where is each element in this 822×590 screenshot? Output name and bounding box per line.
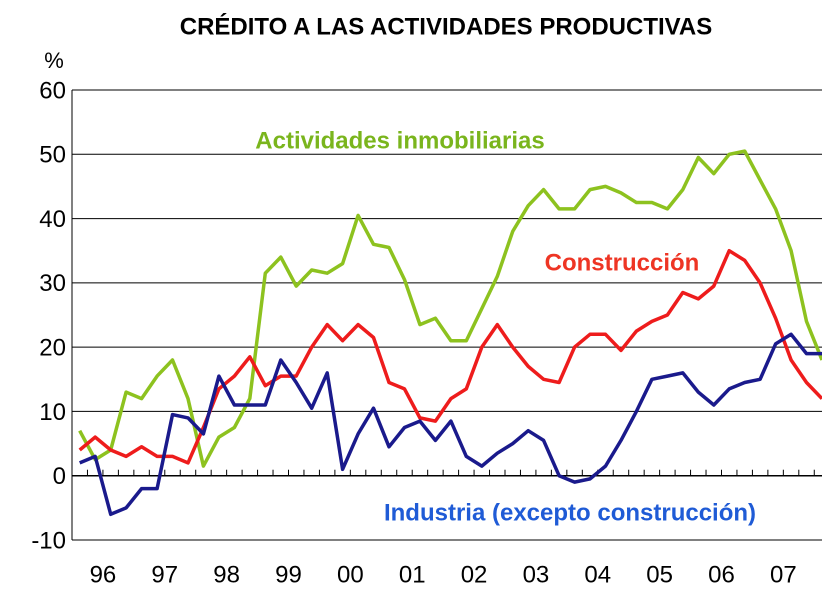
y-tick-label: 50 bbox=[39, 142, 66, 169]
y-tick-label: 60 bbox=[39, 77, 66, 104]
series-label: Industria (excepto construcción) bbox=[384, 499, 756, 526]
x-tick-label: 05 bbox=[646, 561, 673, 588]
y-tick-label: 40 bbox=[39, 206, 66, 233]
y-tick-label: 10 bbox=[39, 399, 66, 426]
x-tick-label: 99 bbox=[275, 561, 302, 588]
data-line bbox=[78, 149, 822, 468]
series-label: Construcción bbox=[545, 249, 700, 276]
x-tick-label: 07 bbox=[770, 561, 797, 588]
x-tick-label: 04 bbox=[584, 561, 611, 588]
x-tick-label: 98 bbox=[213, 561, 240, 588]
x-tick-label: 00 bbox=[337, 561, 364, 588]
x-tick-label: 01 bbox=[399, 561, 426, 588]
x-tick-label: 06 bbox=[708, 561, 735, 588]
x-tick-label: 97 bbox=[151, 561, 178, 588]
x-tick-label: 03 bbox=[523, 561, 550, 588]
y-tick-label: 0 bbox=[53, 463, 66, 490]
y-tick-label: 20 bbox=[39, 334, 66, 361]
series-label: Actividades inmobiliarias bbox=[255, 127, 544, 154]
y-tick-label: -10 bbox=[31, 527, 66, 554]
y-axis-label: % bbox=[44, 48, 64, 73]
y-tick-label: 30 bbox=[39, 270, 66, 297]
x-tick-label: 02 bbox=[461, 561, 488, 588]
chart-title: CRÉDITO A LAS ACTIVIDADES PRODUCTIVAS bbox=[180, 12, 712, 40]
x-tick-label: 96 bbox=[90, 561, 117, 588]
data-line bbox=[79, 332, 822, 517]
